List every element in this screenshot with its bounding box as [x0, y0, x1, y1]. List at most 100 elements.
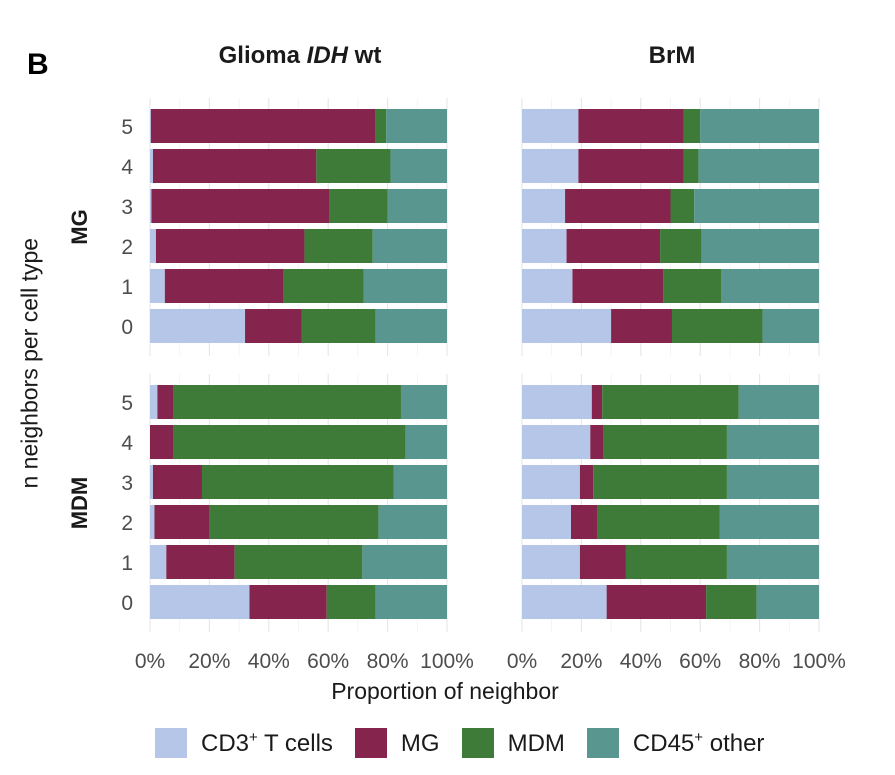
legend-label-mg: MG	[400, 729, 440, 757]
bar-segment-brm-mg-n5-cd45	[700, 109, 819, 143]
y-tick-label-mdm-0: 0	[121, 592, 133, 615]
y-tick-label-mdm-3: 3	[121, 472, 133, 495]
legend-label-cd45: CD45+ other	[632, 728, 765, 757]
bar-segment-glioma-mdm-n1-cd45	[362, 545, 447, 579]
bar-segment-glioma-mdm-n3-mdm	[201, 465, 394, 499]
x-tick-label-brm-5: 100%	[792, 650, 846, 673]
bar-segment-brm-mg-n2-mg	[566, 229, 661, 263]
bar-segment-brm-mdm-n0-cd45	[756, 585, 819, 619]
y-tick-label-mdm-5: 5	[121, 392, 133, 415]
bar-segment-brm-mdm-n0-mg	[606, 585, 707, 619]
bar-segment-brm-mg-n3-mdm	[670, 189, 695, 223]
bar-segment-glioma-mdm-n2-mdm	[209, 505, 379, 539]
bar-segment-brm-mg-n0-mg	[611, 309, 672, 343]
bar-segment-glioma-mdm-n5-mdm	[173, 385, 401, 419]
legend-swatch-mdm	[461, 728, 494, 758]
bar-segment-glioma-mg-n2-mg	[155, 229, 305, 263]
bar-segment-glioma-mdm-n5-cd3	[150, 385, 158, 419]
y-tick-label-mg-2: 2	[121, 236, 133, 259]
bar-segment-brm-mdm-n3-cd45	[726, 465, 819, 499]
x-tick-label-glioma-2: 40%	[248, 650, 290, 673]
legend-item-cd3: CD3+ T cells	[155, 728, 333, 758]
bar-segment-glioma-mdm-n1-cd3	[150, 545, 167, 579]
x-tick-label-glioma-3: 60%	[307, 650, 349, 673]
legend-label-mdm: MDM	[507, 729, 565, 757]
bar-segment-glioma-mg-n4-cd3	[150, 149, 153, 183]
bar-segment-glioma-mdm-n1-mg	[166, 545, 235, 579]
bar-segment-brm-mg-n0-mdm	[671, 309, 763, 343]
column-title-glioma: Glioma IDH wt	[218, 42, 382, 69]
bar-segment-brm-mdm-n0-mdm	[706, 585, 757, 619]
bar-segment-brm-mg-n4-mdm	[683, 149, 699, 183]
bar-segment-glioma-mg-n0-cd3	[150, 309, 246, 343]
bar-segment-glioma-mg-n4-mg	[152, 149, 317, 183]
column-title-brm: BrM	[648, 42, 696, 69]
bar-segment-brm-mdm-n2-cd45	[719, 505, 819, 539]
bar-segment-glioma-mg-n4-mdm	[316, 149, 391, 183]
bar-segment-brm-mg-n4-cd3	[522, 149, 579, 183]
bar-segment-glioma-mg-n1-mdm	[283, 269, 364, 303]
legend-item-cd45: CD45+ other	[586, 728, 765, 758]
y-tick-label-mdm-4: 4	[121, 432, 133, 455]
bar-segment-glioma-mg-n1-cd45	[363, 269, 447, 303]
legend-label-cd3: CD3+ T cells	[201, 728, 333, 757]
bar-segment-brm-mdm-n4-cd45	[726, 425, 819, 459]
x-tick-label-brm-4: 80%	[739, 650, 781, 673]
bar-segment-brm-mdm-n1-mg	[579, 545, 626, 579]
x-tick-label-brm-0: 0%	[507, 650, 537, 673]
bar-segment-glioma-mg-n2-cd3	[150, 229, 156, 263]
bar-segment-brm-mg-n2-cd3	[522, 229, 567, 263]
bar-segment-glioma-mdm-n2-cd45	[378, 505, 447, 539]
bar-segment-brm-mg-n5-mdm	[683, 109, 701, 143]
bar-segment-glioma-mdm-n3-cd3	[150, 465, 153, 499]
bar-segment-brm-mg-n0-cd3	[522, 309, 612, 343]
bar-segment-glioma-mg-n5-mdm	[375, 109, 387, 143]
bar-segment-glioma-mdm-n2-cd3	[150, 505, 155, 539]
bar-segment-glioma-mdm-n3-cd45	[393, 465, 447, 499]
bar-segment-glioma-mg-n1-mg	[164, 269, 284, 303]
bar-segment-brm-mdm-n2-mdm	[597, 505, 720, 539]
bar-segment-brm-mg-n5-mg	[578, 109, 684, 143]
bar-segment-brm-mdm-n2-mg	[571, 505, 598, 539]
bar-segment-brm-mg-n5-cd3	[522, 109, 579, 143]
bar-segment-brm-mdm-n5-cd3	[522, 385, 592, 419]
bar-segment-brm-mdm-n3-mdm	[593, 465, 727, 499]
y-tick-label-mg-3: 3	[121, 196, 133, 219]
bar-segment-glioma-mdm-n5-mg	[157, 385, 174, 419]
bar-segment-brm-mdm-n4-mg	[590, 425, 604, 459]
bar-segment-glioma-mdm-n4-mdm	[173, 425, 406, 459]
bar-segment-glioma-mdm-n0-mg	[249, 585, 327, 619]
bar-segment-glioma-mg-n0-mg	[245, 309, 302, 343]
bar-segment-glioma-mg-n5-cd45	[386, 109, 447, 143]
y-tick-label-mg-0: 0	[121, 316, 133, 339]
x-tick-label-glioma-4: 80%	[367, 650, 409, 673]
bar-segment-brm-mg-n3-mg	[565, 189, 671, 223]
bar-segment-glioma-mg-n5-mg	[150, 109, 376, 143]
bar-segment-brm-mg-n4-cd45	[698, 149, 819, 183]
bar-segment-glioma-mdm-n0-cd45	[375, 585, 447, 619]
legend-item-mdm: MDM	[461, 728, 565, 758]
bar-segment-brm-mdm-n5-mdm	[602, 385, 739, 419]
bar-segment-brm-mg-n3-cd45	[694, 189, 819, 223]
bar-segment-brm-mdm-n3-cd3	[522, 465, 580, 499]
bar-segment-brm-mdm-n0-cd3	[522, 585, 607, 619]
bar-segment-glioma-mg-n5-cd3	[150, 109, 151, 143]
y-tick-label-mg-1: 1	[121, 276, 133, 299]
bar-segment-glioma-mg-n0-mdm	[301, 309, 376, 343]
x-axis-label: Proportion of neighbor	[331, 678, 559, 704]
bar-segment-glioma-mg-n0-cd45	[375, 309, 447, 343]
bar-segment-brm-mg-n0-cd45	[762, 309, 819, 343]
bar-segment-glioma-mg-n2-mdm	[304, 229, 373, 263]
bar-segment-brm-mg-n2-mdm	[660, 229, 702, 263]
bar-segment-glioma-mg-n3-cd45	[387, 189, 447, 223]
bar-segment-brm-mdm-n2-cd3	[522, 505, 572, 539]
x-tick-label-brm-2: 40%	[620, 650, 662, 673]
x-tick-label-glioma-5: 100%	[420, 650, 474, 673]
legend-swatch-mg	[354, 728, 387, 758]
y-tick-label-mdm-1: 1	[121, 552, 133, 575]
bar-segment-brm-mdm-n4-cd3	[522, 425, 591, 459]
bar-segment-glioma-mdm-n0-cd3	[150, 585, 250, 619]
legend-item-mg: MG	[354, 728, 440, 758]
bar-segment-brm-mdm-n1-cd3	[522, 545, 580, 579]
x-tick-label-brm-1: 20%	[560, 650, 602, 673]
